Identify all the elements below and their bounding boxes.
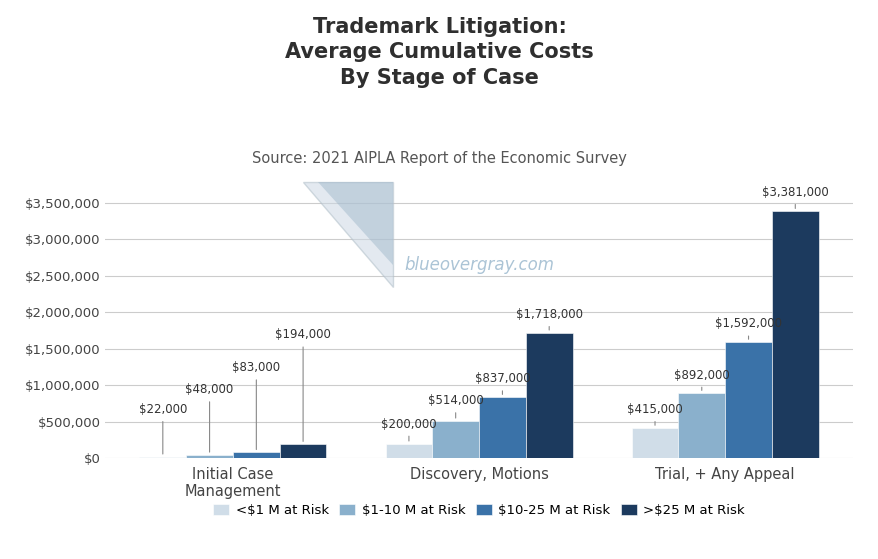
Text: $200,000: $200,000 [381, 418, 436, 441]
Bar [479, 397, 525, 458]
Text: $194,000: $194,000 [275, 329, 331, 442]
Polygon shape [318, 182, 392, 264]
Text: blueovergray.com: blueovergray.com [404, 255, 553, 273]
Text: $892,000: $892,000 [673, 368, 729, 390]
Text: $22,000: $22,000 [139, 403, 187, 454]
Bar [279, 444, 326, 458]
Bar [771, 211, 817, 458]
Bar [631, 428, 678, 458]
Bar [525, 333, 572, 458]
Bar [432, 421, 479, 458]
Text: $1,718,000: $1,718,000 [515, 308, 582, 330]
Text: $3,381,000: $3,381,000 [761, 186, 828, 209]
Legend: <$1 M at Risk, $1-10 M at Risk, $10-25 M at Risk, >$25 M at Risk: <$1 M at Risk, $1-10 M at Risk, $10-25 M… [207, 499, 750, 523]
Text: Trademark Litigation:
Average Cumulative Costs
By Stage of Case: Trademark Litigation: Average Cumulative… [284, 17, 594, 88]
Polygon shape [303, 182, 392, 287]
Text: Source: 2021 AIPLA Report of the Economic Survey: Source: 2021 AIPLA Report of the Economi… [252, 151, 626, 166]
Bar [385, 444, 432, 458]
Text: $83,000: $83,000 [232, 361, 280, 449]
Text: $1,592,000: $1,592,000 [714, 318, 781, 339]
Text: $48,000: $48,000 [185, 383, 234, 452]
Text: $514,000: $514,000 [428, 394, 483, 418]
Bar [186, 455, 233, 458]
Bar [233, 452, 279, 458]
Bar [678, 393, 724, 458]
Text: $415,000: $415,000 [626, 403, 682, 425]
Text: $837,000: $837,000 [474, 372, 529, 395]
Bar [140, 457, 186, 458]
Bar [724, 342, 771, 458]
